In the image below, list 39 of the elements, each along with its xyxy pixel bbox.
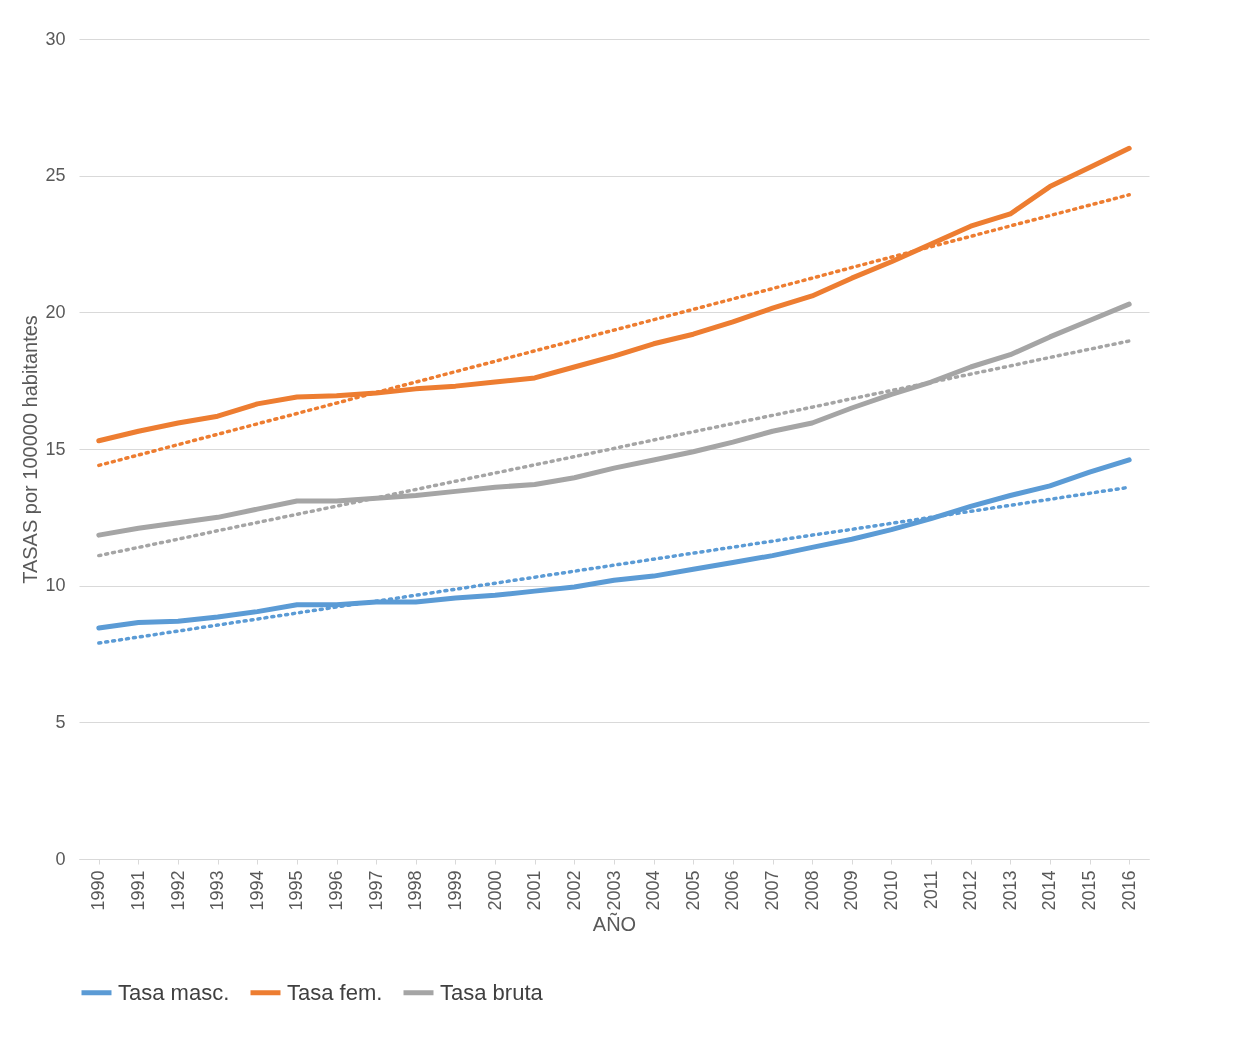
y-tick-label: 20 [45, 301, 66, 322]
y-axis-title: TASAS por 100000 habitantes [19, 315, 42, 584]
x-tick-label: 1990 [88, 870, 109, 911]
x-tick-label: 2008 [801, 870, 822, 911]
y-tick-label: 5 [55, 711, 66, 732]
y-tick-label: 25 [45, 165, 66, 186]
x-tick-label: 2011 [920, 870, 941, 910]
x-tick-label: 1995 [286, 870, 307, 911]
x-tick-label: 2010 [880, 870, 901, 911]
x-tick-label: 1996 [326, 870, 347, 911]
x-axis-title: AÑO [592, 911, 637, 935]
legend-label: Tasa masc. [118, 979, 230, 1005]
legend-label: Tasa fem. [287, 979, 383, 1005]
x-tick-label: 1997 [365, 870, 386, 911]
x-tick-label: 2015 [1079, 870, 1100, 911]
x-tick-label: 2003 [603, 870, 624, 911]
x-tick-label: 2004 [643, 870, 664, 911]
x-tick-label: 1992 [167, 870, 188, 911]
x-tick-label: 2002 [563, 870, 584, 911]
x-tick-label: 2016 [1118, 870, 1139, 911]
x-tick-label: 1991 [127, 870, 148, 911]
x-tick-label: 2012 [960, 870, 981, 911]
legend-label: Tasa bruta [440, 979, 544, 1005]
x-tick-label: 2013 [999, 870, 1020, 911]
x-tick-label: 2009 [841, 870, 862, 911]
y-tick-label: 10 [45, 575, 66, 596]
x-tick-label: 2007 [762, 870, 783, 911]
x-tick-label: 2000 [484, 870, 505, 911]
x-tick-label: 1999 [444, 870, 465, 911]
x-tick-label: 2006 [722, 870, 743, 911]
x-tick-label: 2001 [524, 870, 545, 911]
y-tick-label: 15 [45, 438, 66, 459]
y-tick-label: 0 [55, 848, 66, 869]
x-tick-label: 2014 [1039, 870, 1060, 911]
x-tick-label: 1993 [207, 870, 228, 911]
x-tick-label: 1994 [246, 870, 267, 911]
x-tick-label: 2005 [682, 870, 703, 911]
y-tick-label: 30 [45, 28, 66, 49]
x-tick-label: 1998 [405, 870, 426, 911]
